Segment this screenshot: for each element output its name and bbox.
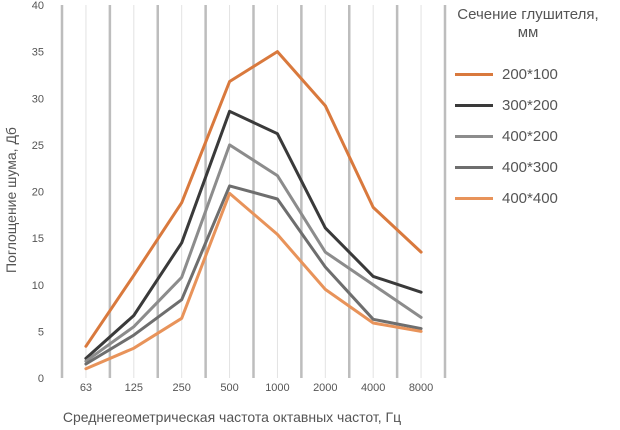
legend-item: 400*200 — [455, 126, 615, 146]
x-axis-title: Среднегеометрическая частота октавных ча… — [63, 409, 401, 425]
x-tick-label: 2000 — [313, 382, 337, 394]
y-tick-label: 0 — [38, 373, 44, 385]
series-line-4 — [84, 184, 423, 366]
x-tick-label: 63 — [80, 382, 92, 394]
x-tick-label: 1000 — [265, 382, 289, 394]
legend-label: 400*400 — [502, 189, 558, 207]
legend-item: 400*400 — [455, 188, 615, 208]
legend-item: 400*300 — [455, 157, 615, 177]
series-line-1 — [84, 50, 423, 348]
legend-title: Сечение глушителя, мм — [448, 6, 608, 42]
x-axis-ticks: 63 125 250 500 1000 2000 4000 8000 — [80, 382, 433, 394]
y-tick-label: 25 — [32, 140, 44, 152]
legend: 200*100 300*200 400*200 400*300 400*400 — [455, 64, 615, 219]
series-line-2 — [84, 109, 423, 360]
legend-title-line: мм — [517, 24, 539, 41]
legend-swatch — [455, 134, 493, 138]
series-lines — [84, 50, 423, 371]
y-tick-label: 40 — [32, 0, 44, 12]
legend-swatch — [455, 196, 493, 200]
y-tick-label: 5 — [38, 326, 44, 338]
x-tick-label: 4000 — [361, 382, 385, 394]
legend-label: 400*200 — [502, 127, 558, 145]
y-tick-label: 20 — [32, 187, 44, 199]
legend-label: 300*200 — [502, 96, 558, 114]
y-tick-label: 30 — [32, 93, 44, 105]
y-axis-title: Поглощение шума, Дб — [3, 127, 19, 273]
x-tick-label: 125 — [125, 382, 143, 394]
x-tick-label: 500 — [220, 382, 238, 394]
x-tick-label: 8000 — [409, 382, 433, 394]
y-axis-ticks: 0 5 10 15 20 25 30 35 40 — [32, 0, 44, 385]
series-line-5 — [84, 191, 423, 371]
legend-swatch — [455, 72, 493, 76]
x-tick-label: 250 — [173, 382, 191, 394]
y-tick-label: 10 — [32, 280, 44, 292]
legend-label: 400*300 — [502, 158, 558, 176]
y-tick-label: 35 — [32, 47, 44, 59]
legend-label: 200*100 — [502, 65, 558, 83]
series-line-3 — [84, 143, 423, 363]
legend-item: 200*100 — [455, 64, 615, 84]
legend-item: 300*200 — [455, 95, 615, 115]
y-tick-label: 15 — [32, 233, 44, 245]
legend-swatch — [455, 103, 493, 107]
legend-title-line: Сечение глушителя, — [457, 6, 599, 23]
legend-swatch — [455, 165, 493, 169]
